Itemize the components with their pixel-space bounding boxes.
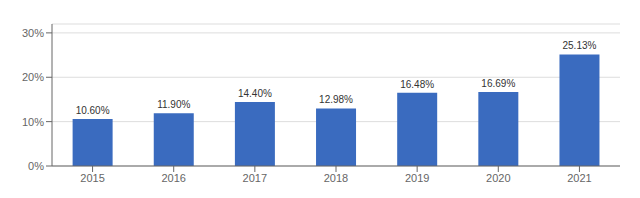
svg-text:2021: 2021: [567, 172, 591, 184]
svg-text:0%: 0%: [28, 160, 44, 172]
svg-text:20%: 20%: [22, 71, 44, 83]
svg-text:2017: 2017: [243, 172, 267, 184]
svg-text:2019: 2019: [405, 172, 429, 184]
svg-text:11.90%: 11.90%: [157, 99, 190, 110]
svg-text:2020: 2020: [486, 172, 510, 184]
svg-text:14.40%: 14.40%: [238, 88, 272, 99]
svg-text:2016: 2016: [161, 172, 185, 184]
svg-text:30%: 30%: [22, 27, 44, 39]
svg-text:16.48%: 16.48%: [400, 79, 434, 90]
svg-text:12.98%: 12.98%: [319, 94, 353, 105]
svg-text:2018: 2018: [324, 172, 348, 184]
svg-text:10%: 10%: [22, 116, 44, 128]
svg-text:25.13%: 25.13%: [563, 40, 597, 51]
svg-text:10.60%: 10.60%: [76, 105, 110, 116]
svg-text:2015: 2015: [80, 172, 104, 184]
svg-text:16.69%: 16.69%: [481, 78, 515, 89]
